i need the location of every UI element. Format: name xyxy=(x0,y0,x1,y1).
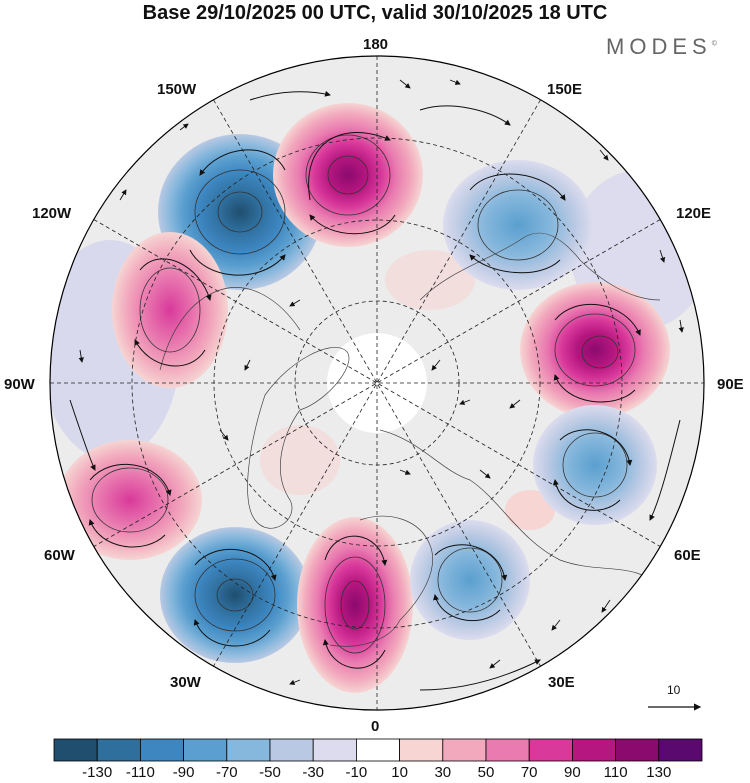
coastline xyxy=(247,347,350,529)
colorbar-swatch xyxy=(226,738,271,762)
weak-positive-region xyxy=(385,250,475,310)
colorbar-tick-label: -10 xyxy=(345,764,368,781)
colorbar-swatch xyxy=(615,738,660,762)
colorbar-swatch xyxy=(572,738,617,762)
colorbar-swatch xyxy=(528,738,573,762)
colorbar-tick-label: 90 xyxy=(564,764,581,781)
copyright-mark: © xyxy=(711,40,717,48)
colorbar-tick-label: -130 xyxy=(82,764,113,781)
colorbar-tick-label: -70 xyxy=(215,764,238,781)
map-border xyxy=(49,55,705,711)
colorbar-tick-label: 130 xyxy=(646,764,672,781)
colorbar-swatch xyxy=(96,738,141,762)
colorbar-tick-label: -90 xyxy=(172,764,195,781)
colorbar-swatch xyxy=(658,738,703,762)
colorbar-tick-label: 30 xyxy=(434,764,452,781)
coastline xyxy=(419,232,661,301)
negative-anomaly-45w xyxy=(160,527,310,663)
positive-anomaly-100e xyxy=(520,282,670,418)
modes-logo: MODES© xyxy=(606,34,717,60)
lon-label-150e: 150E xyxy=(547,81,583,98)
lon-label-90e: 90E xyxy=(717,376,744,393)
wind-streamlines xyxy=(69,90,681,691)
lon-label-30w: 30W xyxy=(170,674,201,691)
reference-vector-label: 10 xyxy=(667,683,681,697)
colorbar-swatch xyxy=(53,738,98,762)
lon-label-90w: 90W xyxy=(4,376,35,393)
lon-label-30e: 30E xyxy=(548,674,575,691)
colorbar-tick-label: 10 xyxy=(391,764,408,781)
negative-anomaly-70e xyxy=(533,405,657,525)
colorbar-tick-label: -50 xyxy=(259,764,281,781)
lon-label-60w: 60W xyxy=(44,547,75,564)
colorbar-swatch xyxy=(183,738,228,762)
map-title: Base 29/10/2025 00 UTC, valid 30/10/2025… xyxy=(142,2,608,24)
colorbar-tick-label: -30 xyxy=(302,764,325,781)
coastline xyxy=(329,515,433,647)
colorbar-swatch xyxy=(269,738,314,762)
lon-label-60e: 60E xyxy=(674,547,701,564)
coastline xyxy=(159,287,301,371)
colorbar-swatch xyxy=(355,738,400,762)
colorbar-swatch xyxy=(139,738,184,762)
lon-label-180: 180 xyxy=(363,36,389,53)
colorbar-tick-label: -110 xyxy=(125,764,155,781)
weak-positive-region xyxy=(505,490,555,530)
colorbar-swatch xyxy=(312,738,357,762)
graticule xyxy=(50,56,704,710)
colorbar-tick-label: 50 xyxy=(477,764,495,781)
lon-label-150w: 150W xyxy=(157,81,197,98)
lon-label-0: 0 xyxy=(371,718,380,735)
colorbar-swatch xyxy=(399,738,444,762)
lon-label-120w: 120W xyxy=(32,205,72,222)
colorbar-swatch xyxy=(485,738,530,762)
polar-cap xyxy=(327,333,427,433)
lon-label-120e: 120E xyxy=(676,205,712,222)
brand-text: MODES xyxy=(606,34,712,59)
negative-anomaly-140e xyxy=(443,160,593,290)
colorbar-swatch xyxy=(442,738,487,762)
coastline xyxy=(379,429,661,591)
colorbar-tick-label: 110 xyxy=(603,764,628,781)
colorbar-tick-label: 70 xyxy=(520,764,538,781)
